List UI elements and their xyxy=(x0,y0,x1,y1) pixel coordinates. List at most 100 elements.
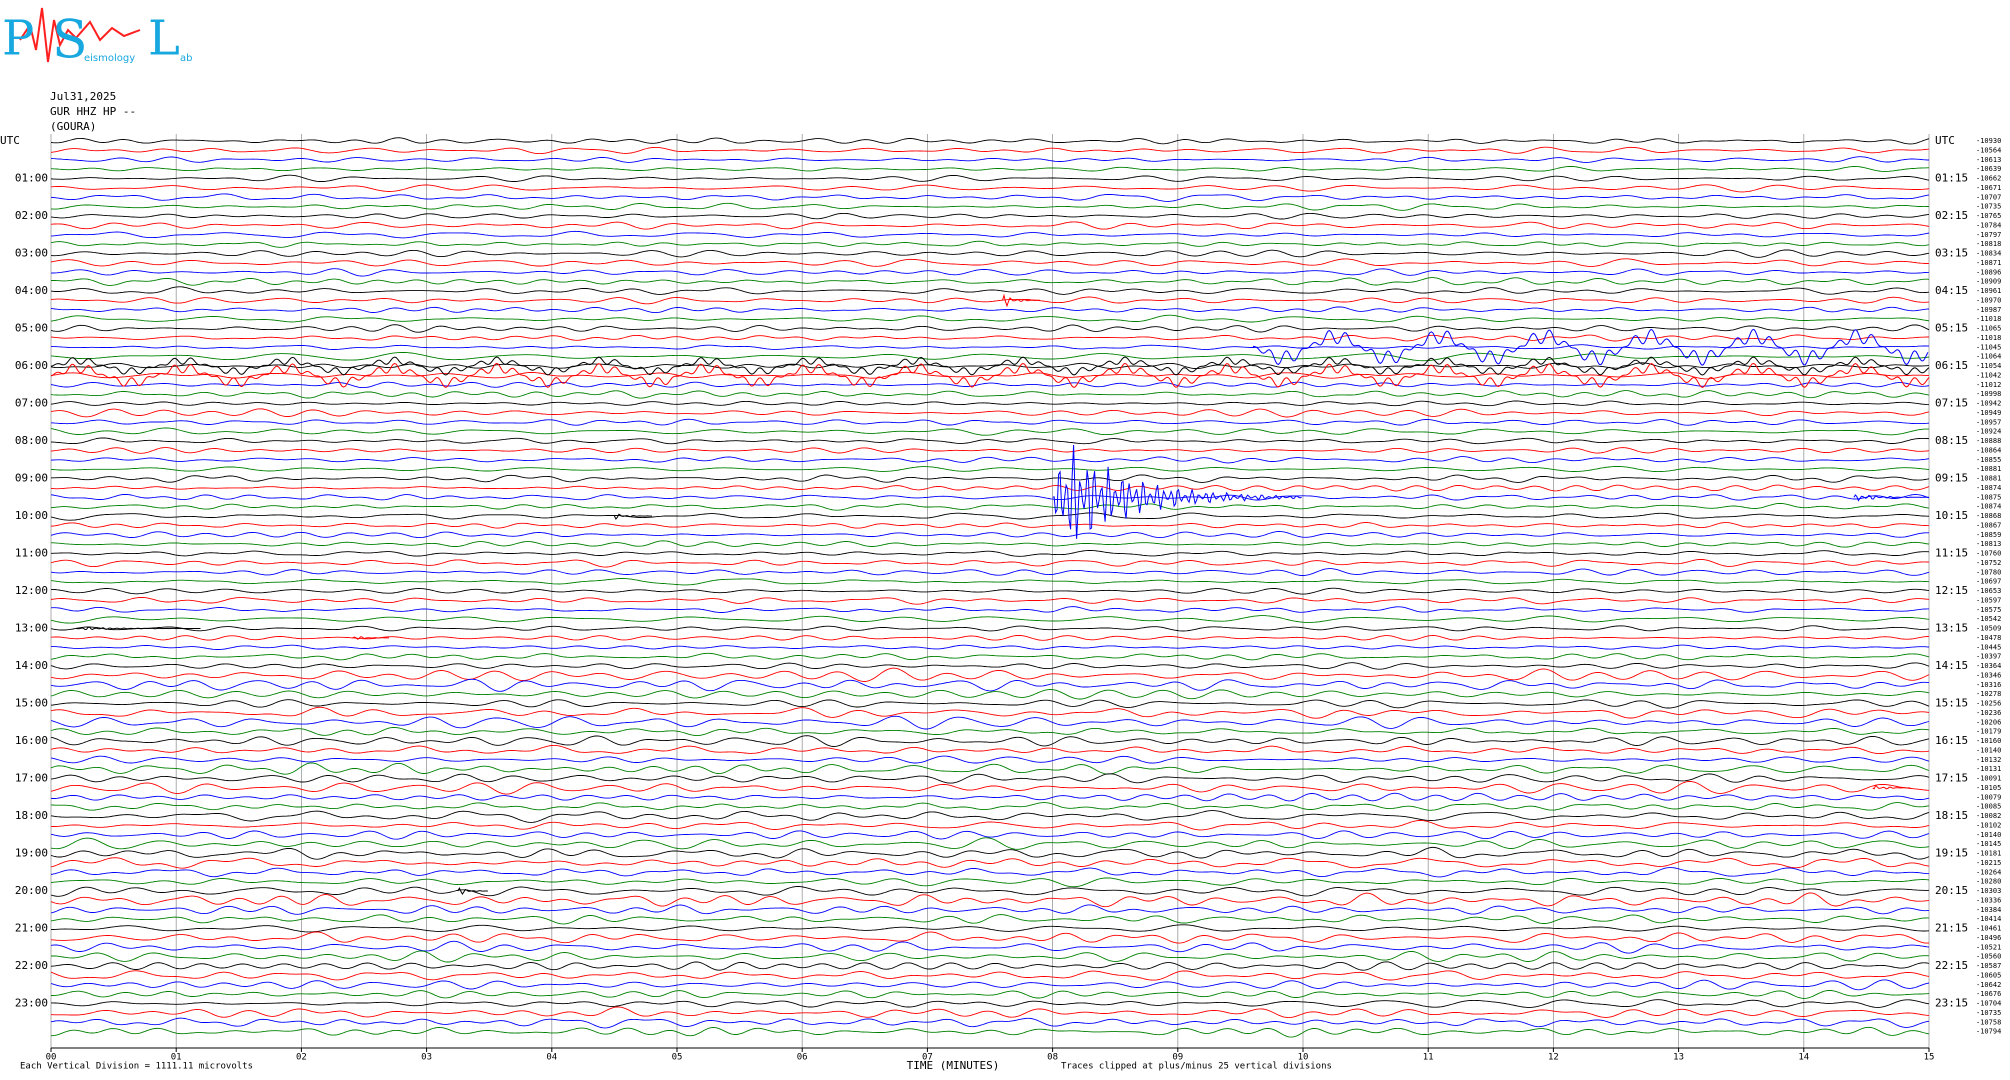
trace xyxy=(51,344,1930,350)
trace xyxy=(50,606,1929,613)
trace-offset: -10818 xyxy=(1976,240,2001,248)
trace xyxy=(51,587,1930,595)
x-tick-label: 07 xyxy=(922,1053,933,1063)
logo: P S eismology L ab xyxy=(2,7,192,71)
trace xyxy=(50,940,1930,954)
right-time-label: 08:15 xyxy=(1935,434,1968,447)
trace xyxy=(50,258,1930,267)
trace-offset: -11018 xyxy=(1976,315,2001,323)
event xyxy=(457,886,488,895)
trace xyxy=(50,914,1929,925)
event xyxy=(1872,784,1911,790)
trace-offset: -10461 xyxy=(1976,925,2001,933)
trace xyxy=(50,886,1930,897)
trace-offset: -10445 xyxy=(1976,643,2001,651)
x-tick-label: 14 xyxy=(1798,1053,1809,1063)
logo-letter: S xyxy=(52,11,88,71)
trace-offset: -10478 xyxy=(1976,634,2001,642)
left-time-label: 09:00 xyxy=(15,472,48,485)
trace xyxy=(50,744,1930,755)
trace-offset: -10131 xyxy=(1976,765,2001,773)
trace xyxy=(50,755,1930,764)
logo-letter: P xyxy=(2,11,34,67)
x-tick-label: 11 xyxy=(1423,1053,1434,1063)
event xyxy=(1853,494,1929,502)
trace-offset: -10957 xyxy=(1976,418,2001,426)
trace xyxy=(50,324,1930,333)
event xyxy=(50,356,1930,376)
trace xyxy=(50,678,1930,692)
trace-offset: -10414 xyxy=(1976,915,2001,923)
trace xyxy=(50,846,1930,860)
trace xyxy=(50,484,1930,492)
trace xyxy=(50,202,1929,211)
trace-offset: -11054 xyxy=(1976,362,2001,370)
trace-offset: -10542 xyxy=(1976,615,2001,623)
trace-offset: -10961 xyxy=(1976,287,2001,295)
trace-offset: -10132 xyxy=(1976,756,2001,764)
trace-offset: -10735 xyxy=(1976,203,2001,211)
trace xyxy=(50,400,1930,407)
trace-offset: -10079 xyxy=(1976,793,2001,801)
x-axis-label: TIME (MINUTES) xyxy=(907,1059,1000,1072)
trace-offset: -10942 xyxy=(1976,400,2001,408)
trace xyxy=(50,970,1930,981)
left-time-label: 21:00 xyxy=(15,922,48,935)
trace-offset: -10784 xyxy=(1976,221,2001,229)
trace xyxy=(50,762,1930,775)
trace xyxy=(50,503,1930,511)
trace-offset: -10560 xyxy=(1976,953,2001,961)
right-time-label: 10:15 xyxy=(1935,509,1968,522)
right-time-label: 19:15 xyxy=(1935,847,1968,860)
trace xyxy=(50,857,1930,869)
trace-offset: -10082 xyxy=(1976,812,2001,820)
right-time-label: 15:15 xyxy=(1935,697,1968,710)
trace-offset: -10909 xyxy=(1976,278,2001,286)
event xyxy=(1252,328,1929,366)
trace xyxy=(50,230,1930,239)
trace xyxy=(50,221,1930,230)
left-time-label: 22:00 xyxy=(15,959,48,972)
trace xyxy=(50,146,1930,155)
trace-offset: -11065 xyxy=(1976,325,2001,333)
trace xyxy=(50,352,1930,362)
trace-offset: -10671 xyxy=(1976,184,2001,192)
trace-offset: -10336 xyxy=(1976,896,2001,904)
right-time-label: 21:15 xyxy=(1935,922,1968,935)
trace xyxy=(50,802,1930,811)
trace xyxy=(50,296,1930,305)
trace xyxy=(50,184,1930,193)
right-time-label: 02:15 xyxy=(1935,209,1968,222)
trace xyxy=(50,961,1930,971)
left-time-label: 17:00 xyxy=(15,772,48,785)
trace-offset: -10179 xyxy=(1976,728,2001,736)
trace-offset: -10930 xyxy=(1976,137,2001,145)
right-time-label: 04:15 xyxy=(1935,284,1968,297)
logo-text: ab xyxy=(180,53,192,64)
trace-offset: -10881 xyxy=(1976,475,2001,483)
trace xyxy=(50,156,1929,163)
trace-offset: -10875 xyxy=(1976,493,2001,501)
trace xyxy=(50,634,1930,641)
trace-offset: -10765 xyxy=(1976,212,2001,220)
trace xyxy=(50,727,1930,737)
trace xyxy=(50,493,1930,501)
logo-text: eismology xyxy=(84,53,135,64)
x-tick-label: 02 xyxy=(296,1053,307,1063)
trace xyxy=(50,877,1930,888)
trace-offset: -10384 xyxy=(1976,906,2001,914)
trace-offset: -11045 xyxy=(1976,343,2001,351)
trace-offset: -10758 xyxy=(1976,1018,2001,1026)
trace-offset: -10278 xyxy=(1976,690,2001,698)
left-time-label: 06:00 xyxy=(15,359,48,372)
trace-offset: -10587 xyxy=(1976,962,2001,970)
trace-offset: -10145 xyxy=(1976,840,2001,848)
trace-offset: -11018 xyxy=(1976,334,2001,342)
trace-offset: -11012 xyxy=(1976,381,2001,389)
left-time-label: 15:00 xyxy=(15,697,48,710)
trace xyxy=(50,166,1929,172)
trace xyxy=(50,437,1930,445)
trace-offset: -10970 xyxy=(1976,296,2001,304)
trace-offset: -10662 xyxy=(1976,175,2001,183)
